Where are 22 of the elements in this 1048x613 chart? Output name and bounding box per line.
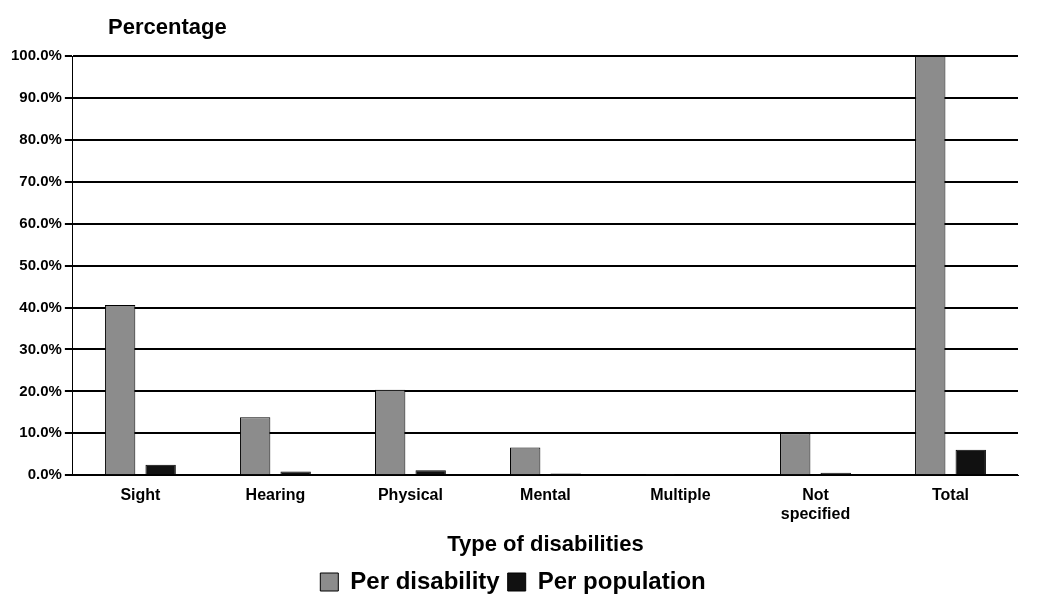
x-tick-label: Mental <box>520 486 571 504</box>
x-tick-label: Physical <box>377 486 443 504</box>
legend-label: Per population <box>537 566 706 594</box>
y-tick-label: 40.0% <box>19 297 62 315</box>
y-tick-label: 90.0% <box>19 88 62 106</box>
y-tick-label: 20.0% <box>19 381 62 399</box>
y-tick-label: 100.0% <box>11 46 62 64</box>
x-axis-title: Type of disabilities <box>447 530 644 556</box>
y-tick-label: 70.0% <box>19 171 62 189</box>
y-axis-title: Percentage <box>108 14 227 40</box>
y-tick-label: 80.0% <box>19 129 62 147</box>
y-tick-label: 10.0% <box>19 423 62 441</box>
x-tick-label: Not specified <box>780 486 851 523</box>
y-tick-label: 50.0% <box>19 255 62 273</box>
y-tick-label: 60.0% <box>19 213 62 231</box>
y-tick-label: 30.0% <box>19 339 62 357</box>
x-tick-label: Total <box>931 486 970 504</box>
legend-label: Per disability <box>350 566 501 594</box>
y-tick-label: 0.0% <box>27 465 62 483</box>
x-tick-label: Hearing <box>245 486 306 504</box>
x-tick-label: Multiple <box>650 486 711 504</box>
x-tick-label: Sight <box>120 486 162 504</box>
